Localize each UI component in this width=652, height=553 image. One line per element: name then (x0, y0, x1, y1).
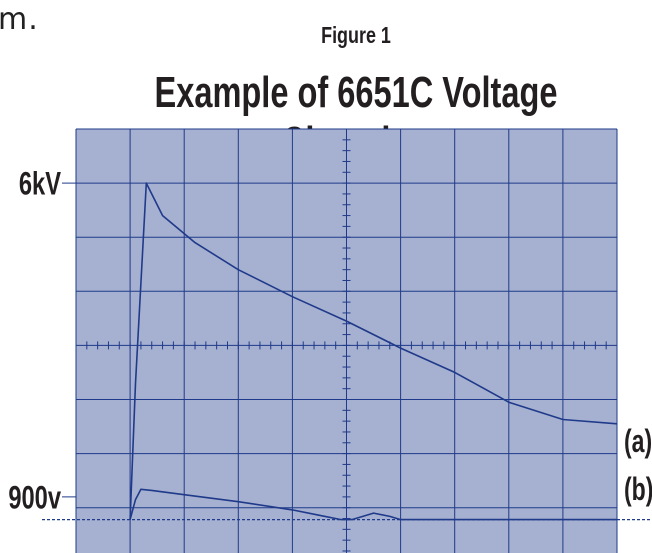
trace-line (129, 488, 617, 521)
scope-center-ticks (75, 128, 618, 552)
y-marks: 6kV 900v (8, 166, 76, 515)
series-label: (a) (624, 423, 652, 459)
series-label: (b) (624, 471, 652, 507)
y-mark-label: 900v (8, 480, 61, 515)
traces: (a) (b) (129, 182, 652, 521)
trace-line (129, 182, 618, 520)
figure-label: Figure 1 (321, 22, 391, 48)
corner-text-fragment: m. (0, 2, 39, 37)
y-mark-label: 6kV (19, 166, 61, 201)
